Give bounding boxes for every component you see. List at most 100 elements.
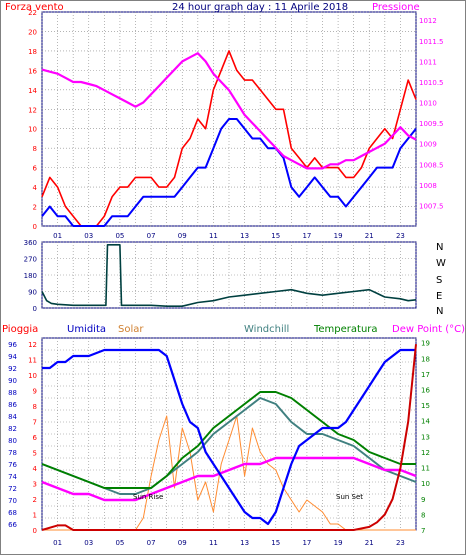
wind-y-tick: 18 xyxy=(28,48,37,56)
pressure-y-axis: 1007.5 1008 1008.5 1009 1009.5 1010 1010.5 1011… xyxy=(419,17,444,210)
temperature-y-axis: 7 8 9 10 11 12 13 14 15 16 17 18 19 xyxy=(421,340,430,535)
wind-series xyxy=(41,50,417,227)
pressure-title: Pressione xyxy=(372,2,420,13)
compass-labels: N W S E N xyxy=(436,242,446,317)
x-tick: 05 xyxy=(115,232,124,240)
x-tick: 19 xyxy=(334,539,343,547)
rain-y-tick: 10 xyxy=(28,372,37,380)
x-tick: 01 xyxy=(53,232,62,240)
humidity-y-tick: 72 xyxy=(8,485,17,493)
temperature-y-tick: 8 xyxy=(421,511,425,519)
rain-y-tick: 8 xyxy=(33,403,37,411)
rain-y-tick: 3 xyxy=(33,481,37,489)
x-tick: 07 xyxy=(147,539,156,547)
direction-y-tick: 90 xyxy=(28,289,37,297)
temperature-y-tick: 9 xyxy=(421,496,425,504)
wind-y-tick: 12 xyxy=(28,106,37,114)
wind-speed-line xyxy=(41,50,417,227)
compass-label: N xyxy=(436,242,443,253)
temperature-y-tick: 15 xyxy=(421,402,430,410)
temperature-y-tick: 17 xyxy=(421,371,430,379)
temperature-humidity-panel: Pioggia Umidita Solar Windchill Temperat… xyxy=(2,324,465,547)
rain-y-tick: 4 xyxy=(33,465,38,473)
rain-y-tick: 2 xyxy=(33,496,37,504)
temp-x-axis: 01 03 05 07 09 11 13 15 17 19 21 23 xyxy=(53,539,405,547)
temperature-y-tick: 18 xyxy=(421,355,430,363)
wind-y-tick: 10 xyxy=(28,126,37,134)
direction-y-axis: 0 90 180 270 360 xyxy=(24,239,37,313)
wind-y-tick: 22 xyxy=(28,9,37,17)
humidity-y-tick: 78 xyxy=(8,449,17,457)
x-tick: 17 xyxy=(302,232,311,240)
rain-y-tick: 6 xyxy=(33,434,38,442)
compass-label: W xyxy=(436,258,446,269)
pressure-y-tick: 1010.5 xyxy=(419,79,444,87)
direction-line xyxy=(41,244,417,308)
direction-y-tick: 180 xyxy=(24,272,37,280)
direction-series xyxy=(41,244,417,308)
humidity-y-tick: 82 xyxy=(8,425,17,433)
wind-y-tick: 2 xyxy=(33,204,37,212)
rain-y-tick: 12 xyxy=(28,341,37,349)
humidity-y-tick: 92 xyxy=(8,365,17,373)
wind-y-tick: 4 xyxy=(33,184,38,192)
rain-y-tick: 5 xyxy=(33,450,37,458)
avg-wind-line xyxy=(41,118,417,227)
temperature-y-tick: 12 xyxy=(421,449,430,457)
direction-y-tick: 0 xyxy=(33,305,37,313)
rain-y-tick: 7 xyxy=(33,419,37,427)
humidity-y-tick: 84 xyxy=(8,413,17,421)
windchill-legend: Windchill xyxy=(244,324,289,335)
x-tick: 23 xyxy=(396,232,405,240)
sunrise-label: Sun Rise xyxy=(133,493,163,501)
temperature-legend: Temperatura xyxy=(313,324,378,335)
humidity-line xyxy=(42,348,416,526)
x-tick: 17 xyxy=(302,539,311,547)
solar-line xyxy=(42,415,416,531)
rain-y-tick: 11 xyxy=(28,357,37,365)
wind-y-tick: 14 xyxy=(28,87,37,95)
humidity-y-tick: 70 xyxy=(8,497,17,505)
temperature-y-tick: 13 xyxy=(421,433,430,441)
wind-y-tick: 0 xyxy=(33,223,37,231)
wind-title: Forza vento xyxy=(5,2,64,13)
x-tick: 01 xyxy=(53,539,62,547)
humidity-y-tick: 90 xyxy=(8,377,17,385)
x-tick: 19 xyxy=(334,232,343,240)
wind-x-axis: 01 03 05 07 09 11 13 15 17 19 21 23 xyxy=(53,232,405,240)
humidity-y-tick: 68 xyxy=(8,509,17,517)
humidity-y-tick: 88 xyxy=(8,389,17,397)
pressure-y-tick: 1009.5 xyxy=(419,120,444,128)
pressure-y-tick: 1010 xyxy=(419,100,437,108)
humidity-y-axis: 66 68 70 72 74 76 78 80 82 84 86 88 90 92 94 96 xyxy=(8,341,17,529)
dewpoint-line xyxy=(41,456,417,502)
x-tick: 15 xyxy=(271,539,280,547)
rain-y-tick: 1 xyxy=(33,512,37,520)
humidity-y-tick: 86 xyxy=(8,401,17,409)
rain-line xyxy=(41,344,417,531)
humidity-y-tick: 96 xyxy=(8,341,17,349)
temp-series xyxy=(41,344,417,531)
x-tick: 11 xyxy=(209,539,218,547)
wind-y-tick: 6 xyxy=(33,165,38,173)
compass-label: N xyxy=(436,306,443,317)
temperature-y-tick: 10 xyxy=(421,480,430,488)
humidity-y-tick: 76 xyxy=(8,461,17,469)
x-tick: 09 xyxy=(178,232,187,240)
x-tick: 09 xyxy=(178,539,187,547)
wind-y-tick: 8 xyxy=(33,145,37,153)
pressure-y-tick: 1011 xyxy=(419,58,437,66)
humidity-legend: Umidita xyxy=(67,324,106,335)
temperature-y-tick: 14 xyxy=(421,418,430,426)
dewpoint-legend: Dew Point (°C) xyxy=(392,324,465,335)
x-tick: 23 xyxy=(396,539,405,547)
wind-y-tick: 16 xyxy=(28,67,37,75)
x-tick: 15 xyxy=(271,232,280,240)
pressure-y-tick: 1011.5 xyxy=(419,38,444,46)
solar-legend: Solar xyxy=(118,324,144,335)
rain-legend: Pioggia xyxy=(2,324,38,335)
pressure-y-tick: 1008.5 xyxy=(419,161,444,169)
